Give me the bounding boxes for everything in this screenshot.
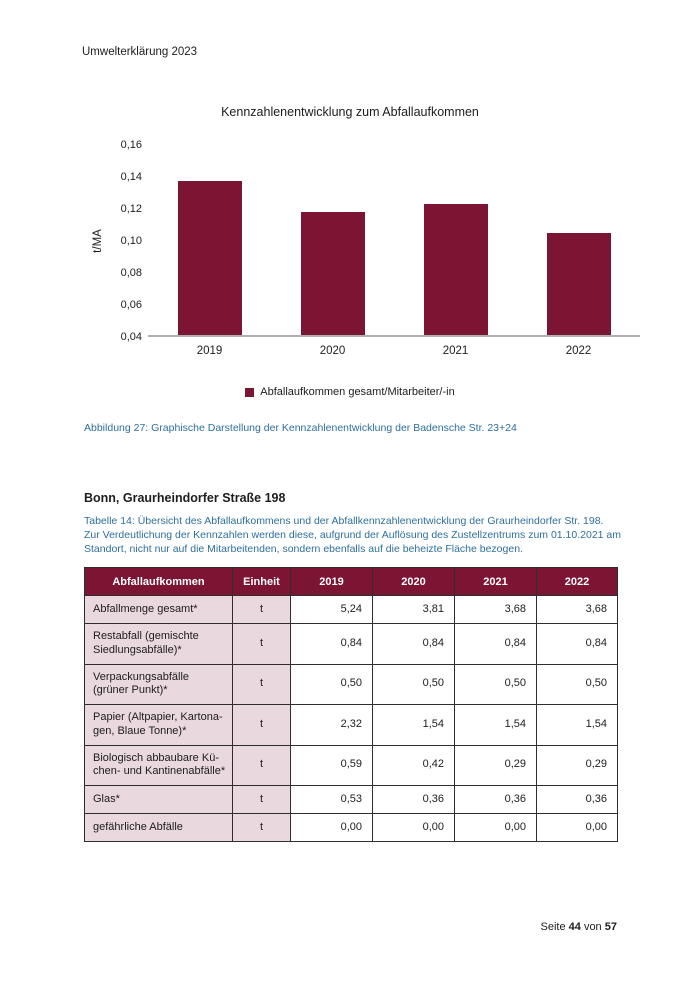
- value-cell: 0,84: [290, 623, 373, 665]
- x-tick-label: 2019: [196, 345, 223, 357]
- row-label-cell: Glas*: [84, 785, 233, 814]
- bar-slot: [517, 145, 640, 335]
- table-row: Glas* t 0,53 0,36 0,36 0,36: [84, 785, 618, 814]
- footer-separator: von: [583, 921, 602, 933]
- bar-2021: [423, 203, 488, 335]
- chart-title: Kennzahlenentwicklung zum Abfallaufkomme…: [221, 105, 479, 119]
- value-cell: 0,00: [536, 813, 618, 842]
- section-heading: Bonn, Graurheindorfer Straße 198: [84, 491, 286, 505]
- doc-header: Umwelterklärung 2023: [82, 46, 198, 58]
- value-cell: 3,81: [372, 595, 455, 624]
- x-tick-label: 2022: [565, 345, 592, 357]
- value-cell: 0,36: [536, 785, 618, 814]
- x-tick-label: 2020: [319, 345, 346, 357]
- footer-page-number: 44: [568, 921, 581, 933]
- y-tick-label: 0,08: [120, 267, 142, 279]
- waste-table: Abfallaufkommen Einheit 2019 2020 2021 2022 A…: [84, 567, 618, 842]
- unit-cell: t: [232, 704, 291, 746]
- footer-total-pages: 57: [604, 921, 617, 933]
- row-label-cell: gefährliche Abfälle: [84, 813, 233, 842]
- bar-slot: [394, 145, 517, 335]
- chart-yticks: 0,16 0,14 0,12 0,10 0,08 0,06 0,04: [90, 139, 142, 343]
- y-tick-label: 0,14: [120, 171, 142, 183]
- table-row: gefährliche Abfälle t 0,00 0,00 0,00 0,0…: [84, 813, 618, 842]
- value-cell: 0,50: [454, 663, 537, 705]
- bar-slot: [271, 145, 394, 335]
- value-cell: 0,42: [372, 744, 455, 786]
- page-footer: Seite 44 von 57: [540, 921, 617, 933]
- y-tick-label: 0,10: [120, 235, 142, 247]
- table-row: Papier (Altpapier, Kartona­gen, Blaue To…: [84, 704, 618, 746]
- unit-cell: t: [232, 663, 291, 705]
- table-caption: Tabelle 14: Übersicht des Abfallaufkomme…: [84, 515, 621, 555]
- column-header: 2021: [454, 567, 537, 596]
- row-label-cell: Biologisch abbaubare Kü­chen- und Kantin…: [84, 744, 233, 786]
- y-tick-label: 0,04: [120, 331, 142, 343]
- chart-legend: Abfallaufkommen gesamt/Mitarbeiter/-in: [0, 386, 700, 398]
- value-cell: 3,68: [454, 595, 537, 624]
- value-cell: 0,50: [372, 663, 455, 705]
- bar-2022: [546, 232, 611, 335]
- value-cell: 0,84: [536, 623, 618, 665]
- row-label-cell: Abfallmenge gesamt*: [84, 595, 233, 624]
- bar-slot: [148, 145, 271, 335]
- table-row: Biologisch abbaubare Kü­chen- und Kantin…: [84, 744, 618, 786]
- bar-2019: [177, 181, 242, 335]
- chart-xlabels: 2019 2020 2021 2022: [148, 345, 640, 357]
- value-cell: 2,32: [290, 704, 373, 746]
- value-cell: 0,36: [454, 785, 537, 814]
- value-cell: 1,54: [536, 704, 618, 746]
- unit-cell: t: [232, 744, 291, 786]
- footer-prefix: Seite: [540, 921, 566, 933]
- unit-cell: t: [232, 813, 291, 842]
- row-label-cell: Verpackungsabfälle (grüner Punkt)*: [84, 663, 233, 705]
- column-header: 2019: [290, 567, 373, 596]
- table-row: Abfallmenge gesamt* t 5,24 3,81 3,68 3,6…: [84, 595, 618, 624]
- value-cell: 0,53: [290, 785, 373, 814]
- value-cell: 0,29: [454, 744, 537, 786]
- value-cell: 0,00: [290, 813, 373, 842]
- chart-plot: [148, 145, 640, 337]
- value-cell: 5,24: [290, 595, 373, 624]
- value-cell: 1,54: [454, 704, 537, 746]
- value-cell: 0,00: [372, 813, 455, 842]
- row-label-cell: Restabfall (gemischte Sied­lungsabfälle)…: [84, 623, 233, 665]
- column-header: 2020: [372, 567, 455, 596]
- column-header: 2022: [536, 567, 618, 596]
- value-cell: 0,29: [536, 744, 618, 786]
- value-cell: 1,54: [372, 704, 455, 746]
- y-tick-label: 0,16: [120, 139, 142, 151]
- unit-cell: t: [232, 785, 291, 814]
- value-cell: 0,84: [454, 623, 537, 665]
- value-cell: 3,68: [536, 595, 618, 624]
- value-cell: 0,59: [290, 744, 373, 786]
- column-header: Abfallaufkommen: [84, 567, 233, 596]
- bar-2020: [300, 211, 365, 335]
- waste-table-body: Abfallmenge gesamt* t 5,24 3,81 3,68 3,6…: [84, 595, 618, 842]
- waste-table-header-row: Abfallaufkommen Einheit 2019 2020 2021 2022: [84, 567, 618, 596]
- value-cell: 0,36: [372, 785, 455, 814]
- figure-caption: Abbildung 27: Graphische Darstellung der…: [84, 422, 517, 434]
- y-tick-label: 0,06: [120, 299, 142, 311]
- value-cell: 0,00: [454, 813, 537, 842]
- y-tick-label: 0,12: [120, 203, 142, 215]
- x-tick-label: 2021: [442, 345, 469, 357]
- legend-label: Abfallaufkommen gesamt/Mitarbeiter/-in: [260, 386, 455, 398]
- row-label-cell: Papier (Altpapier, Kartona­gen, Blaue To…: [84, 704, 233, 746]
- value-cell: 0,50: [536, 663, 618, 705]
- legend-swatch-icon: [245, 387, 255, 397]
- table-row: Verpackungsabfälle (grüner Punkt)* t 0,5…: [84, 663, 618, 705]
- unit-cell: t: [232, 595, 291, 624]
- table-row: Restabfall (gemischte Sied­lungsabfälle)…: [84, 623, 618, 665]
- value-cell: 0,50: [290, 663, 373, 705]
- unit-cell: t: [232, 623, 291, 665]
- value-cell: 0,84: [372, 623, 455, 665]
- column-header: Einheit: [232, 567, 291, 596]
